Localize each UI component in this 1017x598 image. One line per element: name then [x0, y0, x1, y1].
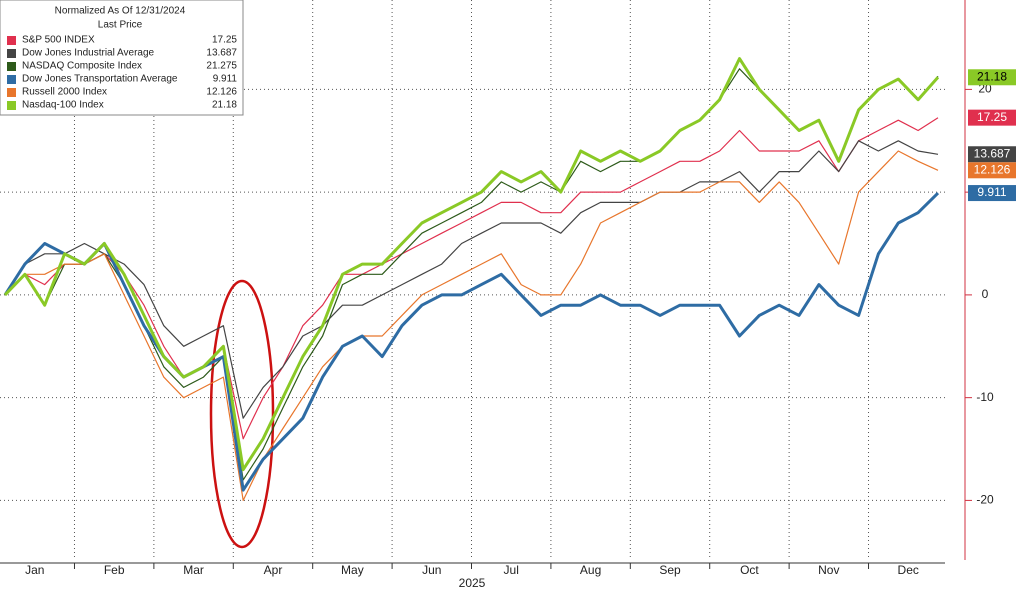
x-tick-label: May [341, 563, 364, 577]
highlight-ellipse [209, 279, 275, 549]
y-tick-label: -10 [976, 390, 994, 404]
value-tag: 9.911 [977, 185, 1006, 199]
value-tag-bg [968, 69, 1016, 86]
x-tick-label: Dec [898, 563, 919, 577]
legend: Normalized As Of 12/31/2024 Last Price S… [0, 0, 244, 116]
legend-label: NASDAQ Composite Index [22, 61, 142, 72]
legend-label: Russell 2000 Index [22, 87, 107, 98]
legend-label: Dow Jones Industrial Average [22, 48, 155, 59]
x-tick-label: Jan [25, 563, 44, 577]
legend-swatch [7, 75, 16, 84]
x-tick-label: Jul [504, 563, 519, 577]
legend-value: 21.275 [206, 61, 237, 72]
legend-swatch [7, 88, 16, 97]
legend-value: 13.687 [206, 48, 237, 59]
legend-value: 21.18 [212, 100, 237, 111]
x-tick-label: Apr [264, 563, 283, 577]
x-tick-label: Oct [740, 563, 759, 577]
legend-swatch [7, 49, 16, 58]
legend-value: 12.126 [206, 87, 237, 98]
legend-value: 17.25 [212, 35, 237, 46]
legend-label: S&P 500 INDEX [22, 35, 95, 46]
value-tag-bg [968, 162, 1016, 179]
series-line [4, 140, 939, 419]
legend-swatch [7, 101, 16, 110]
x-tick-label: Sep [659, 563, 681, 577]
y-tick-label: -20 [976, 493, 994, 507]
series-line [3, 192, 940, 492]
legend-swatch [7, 36, 16, 45]
x-axis-label: 2025 [459, 576, 486, 590]
legend-title: Normalized As Of 12/31/2024 [55, 6, 186, 17]
series-line [4, 150, 939, 501]
value-tag: 17.25 [977, 110, 1007, 124]
value-tag-bg [968, 146, 1016, 163]
legend-label: Nasdaq-100 Index [22, 100, 104, 111]
y-tick-label: 0 [982, 287, 989, 301]
value-tag-bg [968, 109, 1016, 126]
value-tag-bg [968, 185, 1016, 202]
series-line [3, 57, 940, 472]
x-tick-label: Feb [104, 563, 125, 577]
value-tag: 13.687 [974, 146, 1011, 160]
x-tick-label: Mar [183, 563, 204, 577]
series-line [4, 117, 939, 440]
value-tag: 12.126 [974, 162, 1011, 176]
legend-subtitle: Last Price [98, 20, 143, 31]
legend-box [0, 0, 244, 116]
value-tag: 21.18 [977, 69, 1007, 83]
legend-value: 9.911 [213, 74, 238, 85]
x-tick-label: Nov [818, 563, 839, 577]
x-tick-label: Aug [580, 563, 601, 577]
legend-label: Dow Jones Transportation Average [22, 74, 178, 85]
legend-swatch [7, 62, 16, 71]
x-tick-label: Jun [422, 563, 441, 577]
